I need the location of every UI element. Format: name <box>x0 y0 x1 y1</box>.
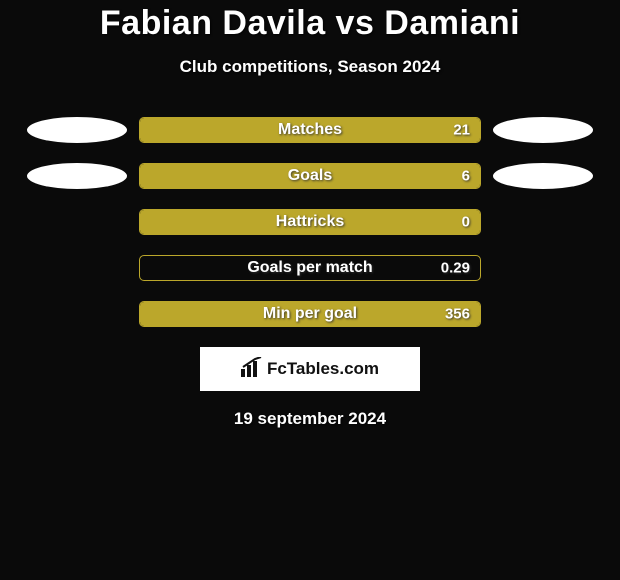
marker-placeholder <box>493 255 593 281</box>
stat-value: 21 <box>453 122 470 139</box>
player-right-marker <box>493 163 593 189</box>
stats-rows: Matches 21 Goals 6 Hattricks 0 Goals per match… <box>0 117 620 327</box>
logo-text: FcTables.com <box>267 359 379 379</box>
stat-bar: Goals per match 0.29 <box>139 255 481 281</box>
stat-row: Goals 6 <box>0 163 620 189</box>
stat-label: Goals per match <box>247 259 372 277</box>
stat-bar: Goals 6 <box>139 163 481 189</box>
stat-row: Matches 21 <box>0 117 620 143</box>
stat-bar: Hattricks 0 <box>139 209 481 235</box>
stat-label: Matches <box>278 121 342 139</box>
player-right-marker <box>493 117 593 143</box>
stat-row: Goals per match 0.29 <box>0 255 620 281</box>
stat-value: 0 <box>462 214 470 231</box>
stat-row: Hattricks 0 <box>0 209 620 235</box>
stat-bar: Min per goal 356 <box>139 301 481 327</box>
logo-box[interactable]: FcTables.com <box>200 347 420 391</box>
marker-placeholder <box>493 209 593 235</box>
stat-label: Min per goal <box>263 305 357 323</box>
marker-placeholder <box>493 301 593 327</box>
stat-value: 0.29 <box>441 260 470 277</box>
stat-bar: Matches 21 <box>139 117 481 143</box>
marker-placeholder <box>27 255 127 281</box>
stat-label: Goals <box>288 167 332 185</box>
marker-placeholder <box>27 301 127 327</box>
stat-row: Min per goal 356 <box>0 301 620 327</box>
subtitle: Club competitions, Season 2024 <box>0 57 620 77</box>
stat-value: 6 <box>462 168 470 185</box>
player-left-marker <box>27 117 127 143</box>
page-title: Fabian Davila vs Damiani <box>0 4 620 43</box>
stats-container: Fabian Davila vs Damiani Club competitio… <box>0 0 620 429</box>
stat-label: Hattricks <box>276 213 344 231</box>
player-left-marker <box>27 163 127 189</box>
chart-icon <box>241 357 263 382</box>
stat-value: 356 <box>445 306 470 323</box>
date-text: 19 september 2024 <box>0 409 620 429</box>
marker-placeholder <box>27 209 127 235</box>
